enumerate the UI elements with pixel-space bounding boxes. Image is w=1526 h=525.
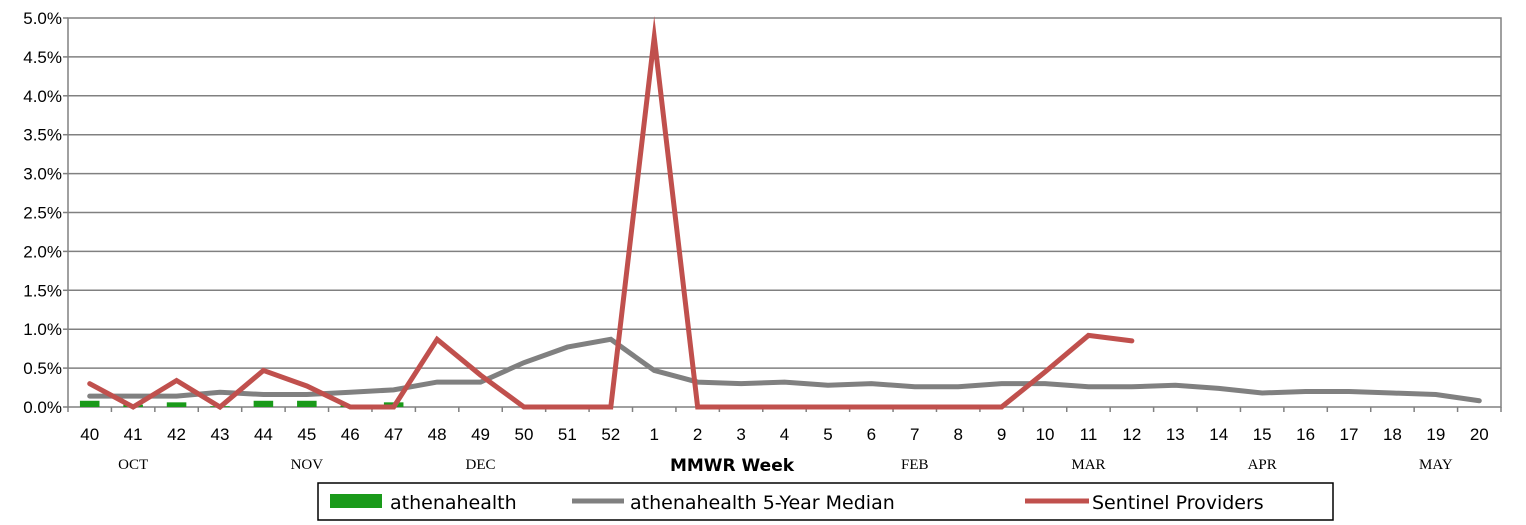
x-tick-label: 52 [601, 425, 620, 444]
x-tick-label: 51 [558, 425, 577, 444]
y-tick-label: 2.0% [23, 242, 62, 261]
x-tick-label: 17 [1340, 425, 1359, 444]
x-tick-label: 50 [514, 425, 533, 444]
x-tick-label: 14 [1209, 425, 1228, 444]
month-label: MAR [1071, 457, 1105, 473]
legend: athenahealth athenahealth 5-Year Median … [317, 482, 1334, 521]
x-axis-ticks: 40 41 42 43 44 45 46 47 48 49 50 51 52 1 2 3 4 5 6 7 8 9 10 11 1… [67, 407, 1502, 444]
x-tick-label: 20 [1470, 425, 1489, 444]
x-tick-label: 46 [341, 425, 360, 444]
legend-label-athenahealth: athenahealth [390, 492, 517, 514]
x-tick-label: 12 [1122, 425, 1141, 444]
legend-label-sentinel: Sentinel Providers [1092, 492, 1264, 514]
x-tick-label: 48 [428, 425, 447, 444]
month-label: NOV [291, 457, 324, 473]
x-tick-label: 16 [1296, 425, 1315, 444]
gridlines [68, 56, 1501, 369]
x-tick-label: 1 [649, 425, 658, 444]
y-tick-label: 1.5% [23, 281, 62, 300]
x-tick-label: 41 [124, 425, 143, 444]
x-tick-label: 8 [953, 425, 962, 444]
x-tick-label: 45 [297, 425, 316, 444]
y-tick-label: 3.5% [23, 126, 62, 145]
x-tick-label: 42 [167, 425, 186, 444]
median-line [87, 336, 1482, 404]
month-label: MAY [1419, 457, 1453, 473]
x-tick-label: 40 [80, 425, 99, 444]
sentinel-providers-line [87, 16, 1135, 411]
y-tick-label: 4.0% [23, 87, 62, 106]
x-tick-label: 5 [823, 425, 832, 444]
month-label: APR [1248, 457, 1277, 473]
month-labels: OCT NOV DEC FEB MAR APR MAY [118, 457, 1453, 473]
y-tick-label: 2.5% [23, 204, 62, 223]
y-tick-label: 0.0% [23, 398, 62, 417]
x-tick-label: 43 [211, 425, 230, 444]
x-tick-label: 18 [1383, 425, 1402, 444]
x-tick-label: 15 [1253, 425, 1272, 444]
x-tick-label: 19 [1426, 425, 1445, 444]
month-label: FEB [901, 457, 929, 473]
x-tick-label: 10 [1036, 425, 1055, 444]
legend-swatch-athenahealth [330, 494, 382, 508]
x-tick-label: 7 [910, 425, 919, 444]
athenahealth-bar [253, 400, 274, 407]
x-tick-label: 13 [1166, 425, 1185, 444]
x-tick-label: 11 [1080, 425, 1098, 444]
x-tick-label: 4 [780, 425, 789, 444]
y-tick-label: 3.0% [23, 165, 62, 184]
x-tick-label: 3 [736, 425, 745, 444]
x-tick-label: 2 [693, 425, 702, 444]
x-tick-label: 44 [254, 425, 273, 444]
legend-box [317, 482, 1334, 521]
x-axis-title: MMWR Week [670, 456, 795, 476]
y-tick-label: 0.5% [23, 359, 62, 378]
athenahealth-bar [166, 402, 187, 407]
legend-label-median: athenahealth 5-Year Median [630, 492, 895, 514]
x-tick-label: 6 [867, 425, 876, 444]
y-tick-label: 4.5% [23, 48, 62, 67]
month-label: OCT [118, 457, 148, 473]
x-tick-label: 49 [471, 425, 490, 444]
x-tick-label: 47 [384, 425, 403, 444]
athenahealth-bar [297, 400, 317, 407]
athenahealth-bar [79, 400, 100, 407]
month-label: DEC [466, 457, 496, 473]
y-axis-ticks: 0.0% 0.5% 1.0% 1.5% 2.0% 2.5% 3.0% 3.5% 4.0% 4.5%… [23, 9, 68, 417]
series-lines [87, 16, 1482, 411]
y-tick-label: 1.0% [23, 320, 62, 339]
x-tick-label: 9 [997, 425, 1006, 444]
y-tick-label: 5.0% [23, 9, 62, 28]
